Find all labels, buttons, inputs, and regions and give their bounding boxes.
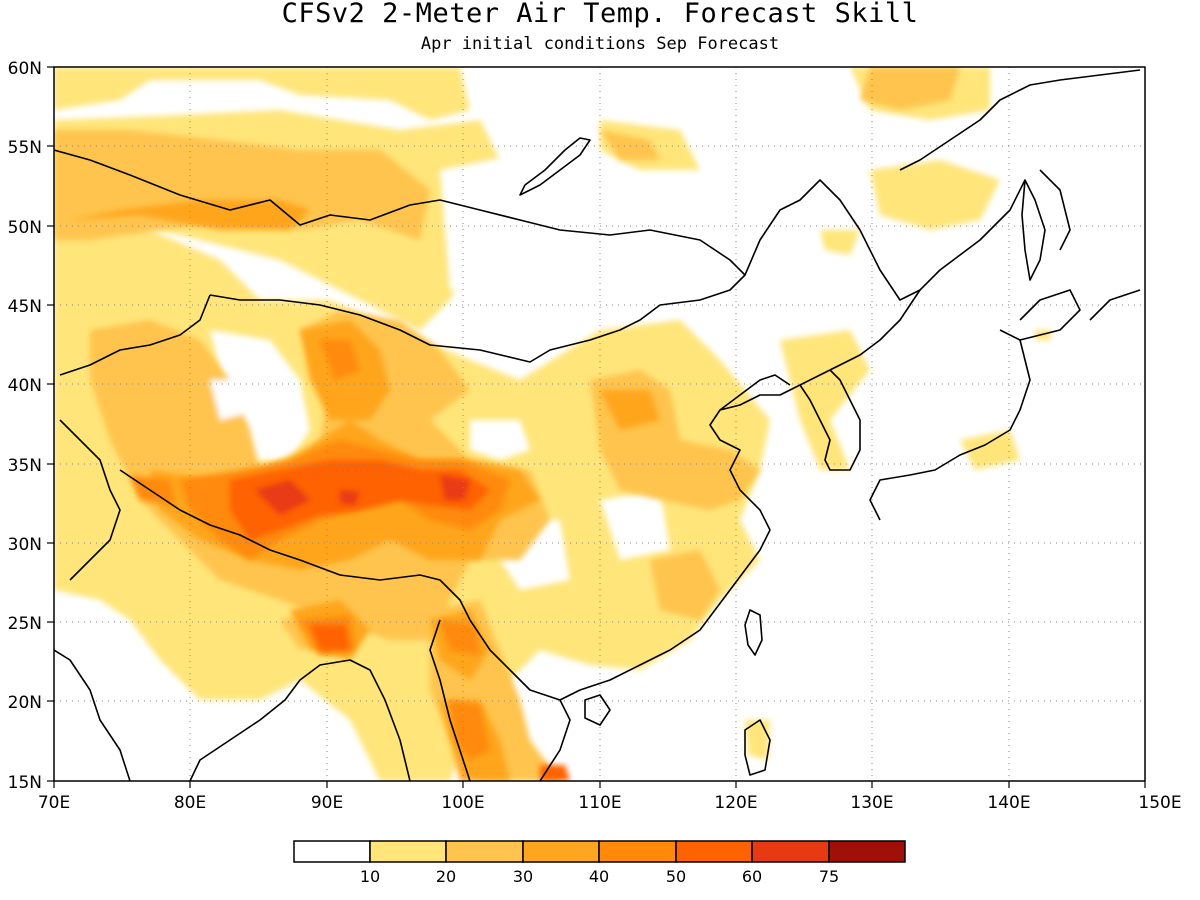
legend-label: 50 [666,867,686,886]
lon-label: 70E [38,793,70,813]
lat-label: 45N [8,297,42,317]
lat-label: 30N [8,535,42,555]
legend-label: 20 [436,867,456,886]
lon-label: 130E [850,793,893,813]
lon-label: 110E [578,793,621,813]
lon-label: 100E [441,793,484,813]
legend-swatch [675,840,753,863]
legend-swatch [445,840,524,863]
legend-label: 60 [742,867,762,886]
lat-label: 55N [8,138,42,158]
map-gridlines [54,67,1145,781]
legend-swatch [828,840,906,863]
color-legend: 10 20 30 40 50 60 75 [293,840,906,886]
legend-label: 75 [819,867,839,886]
coastlines-borders [54,69,1141,781]
legend-swatch [598,840,677,863]
legend-label: 10 [360,867,380,886]
lat-label: 25N [8,614,42,634]
legend-label: 30 [513,867,533,886]
lat-label: 60N [8,59,42,79]
legend-label: 40 [589,867,609,886]
legend-swatch [293,840,371,863]
axis-ticks [47,66,1146,788]
lon-label: 90E [311,793,343,813]
map-subtitle: Apr initial conditions Sep Forecast [420,34,780,54]
latitude-labels: 60N 55N 50N 45N 40N 35N 30N 25N 20N 15N [8,59,42,793]
lat-label: 35N [8,456,42,476]
longitude-labels: 70E 80E 90E 100E 110E 120E 130E 140E 150… [38,793,1182,813]
legend-swatch [369,840,447,863]
legend-swatch [751,840,830,863]
lon-label: 150E [1138,793,1181,813]
lat-label: 15N [8,773,42,793]
lon-label: 80E [174,793,206,813]
lat-label: 20N [8,693,42,713]
lat-label: 50N [8,218,42,238]
map-title: CFSv2 2-Meter Air Temp. Forecast Skill [281,0,919,29]
legend-swatch [522,840,600,863]
lon-label: 120E [714,793,757,813]
lon-label: 140E [987,793,1030,813]
lat-label: 40N [8,376,42,396]
